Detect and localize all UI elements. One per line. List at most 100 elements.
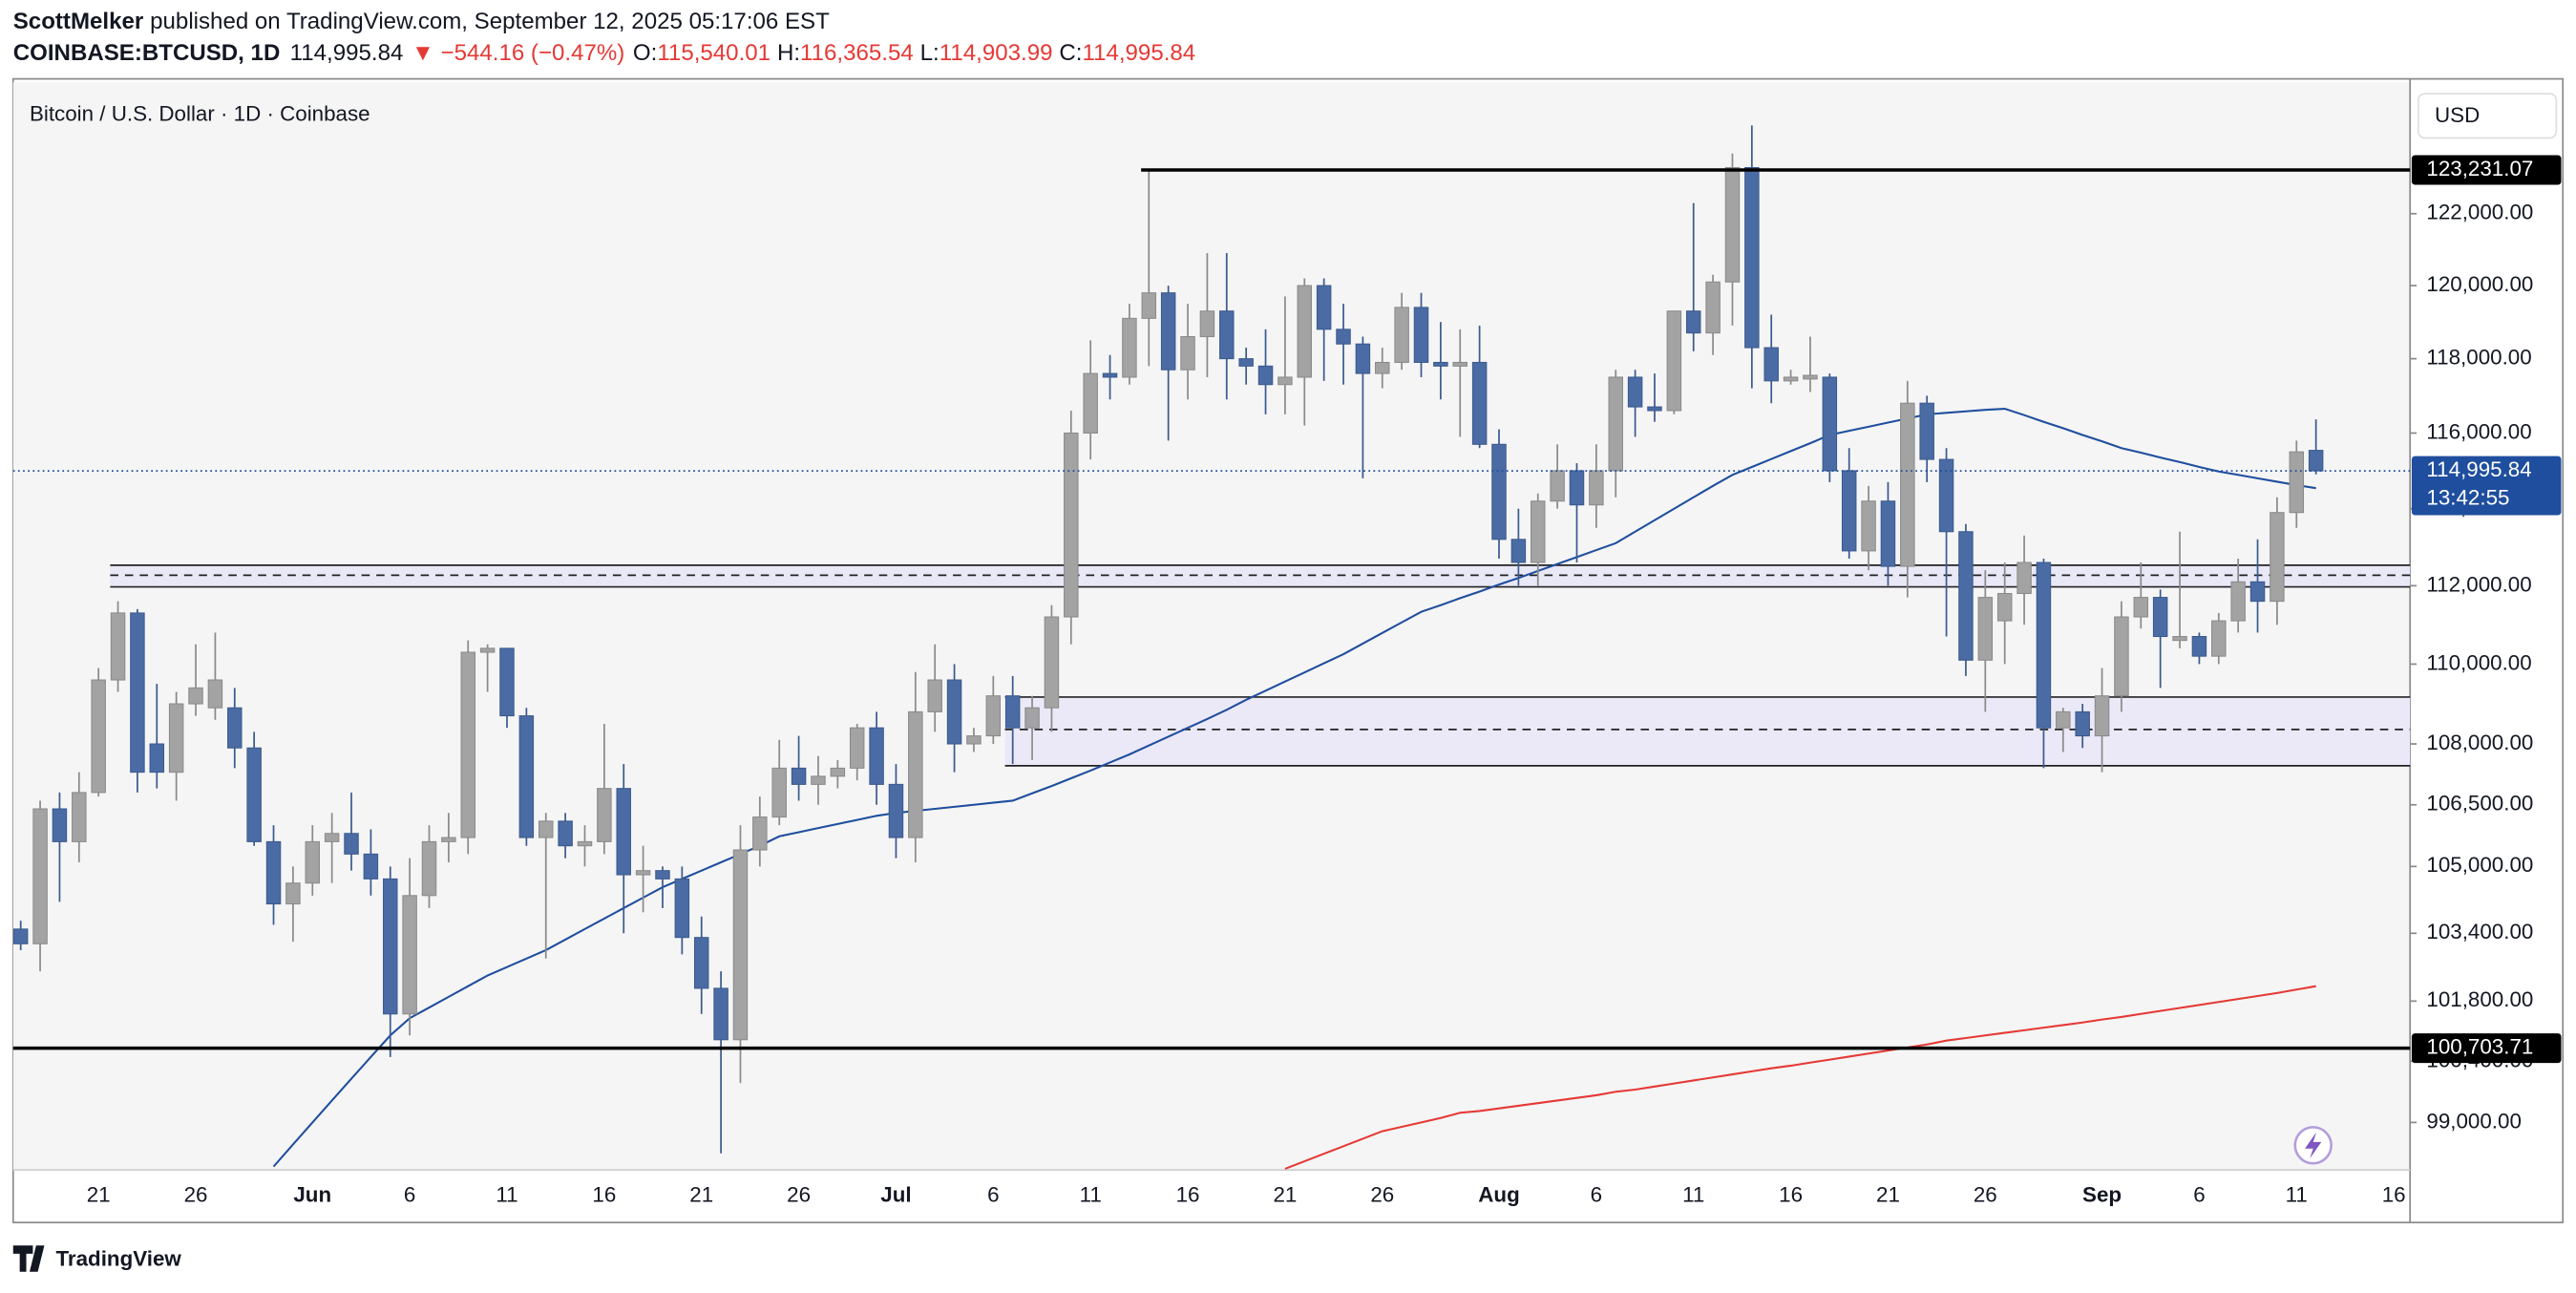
x-tick-label: 16 bbox=[2382, 1183, 2406, 1207]
candle-body bbox=[1141, 292, 1157, 319]
candle-body bbox=[344, 833, 359, 855]
candle-body bbox=[1958, 531, 1974, 661]
y-tick-label: 110,000.00 bbox=[2426, 650, 2531, 674]
candle-body bbox=[2172, 636, 2187, 642]
y-tick-label: 105,000.00 bbox=[2426, 853, 2533, 877]
candle-body bbox=[1919, 402, 1934, 460]
candle-body bbox=[168, 703, 184, 774]
candle-body bbox=[558, 820, 573, 847]
candle-body bbox=[1841, 470, 1857, 552]
candle-body bbox=[752, 816, 768, 851]
x-tick-label: 21 bbox=[1876, 1183, 1900, 1207]
candle-body bbox=[849, 727, 865, 769]
ohlc-value: 114,903.99 bbox=[940, 40, 1053, 66]
currency-box[interactable] bbox=[2417, 93, 2558, 139]
change: ▼ −544.16 (−0.47%) bbox=[412, 40, 624, 66]
candle-body bbox=[265, 840, 282, 905]
candle-body bbox=[1938, 458, 1954, 533]
moving-average bbox=[272, 407, 2316, 1168]
x-tick-label: 21 bbox=[87, 1183, 111, 1207]
candle-body bbox=[32, 808, 48, 944]
candle-body bbox=[1336, 329, 1351, 345]
x-tick-label: Aug bbox=[1478, 1183, 1519, 1207]
y-tick-label: 99,000.00 bbox=[2426, 1109, 2521, 1133]
candle-body bbox=[518, 715, 535, 838]
candle-body bbox=[1491, 443, 1507, 541]
ohlc-key: L: bbox=[920, 40, 940, 66]
candle-body bbox=[383, 878, 398, 1015]
candle-body bbox=[1763, 347, 1779, 382]
candle-body bbox=[927, 679, 942, 712]
candle-body bbox=[597, 788, 612, 842]
candle-body bbox=[577, 840, 593, 847]
candle-body bbox=[1589, 470, 1604, 506]
level-label: 123,231.07 bbox=[2426, 157, 2533, 180]
x-tick-label: 26 bbox=[787, 1183, 811, 1207]
x-tick-label: 6 bbox=[2193, 1183, 2205, 1207]
candle-body bbox=[1550, 470, 1565, 502]
candle-body bbox=[1024, 707, 1040, 729]
candle-body bbox=[713, 987, 728, 1041]
candle-body bbox=[324, 833, 340, 842]
x-tick-label: 6 bbox=[987, 1183, 999, 1207]
logo-mark bbox=[12, 1245, 45, 1272]
y-tick-label: 103,400.00 bbox=[2426, 920, 2533, 943]
pane-title: Bitcoin / U.S. Dollar · 1D · Coinbase bbox=[30, 101, 370, 125]
x-tick-label: 6 bbox=[404, 1183, 415, 1207]
candle-body bbox=[1510, 539, 1527, 563]
candle-body bbox=[2230, 581, 2246, 622]
x-tick-label: 16 bbox=[1779, 1183, 1803, 1207]
candle-body bbox=[1102, 372, 1118, 378]
ohlc-value: 116,365.54 bbox=[800, 40, 914, 66]
assistant-bolt bbox=[2305, 1132, 2322, 1159]
candle-body bbox=[966, 735, 982, 745]
y-tick-label: 120,000.00 bbox=[2426, 272, 2533, 296]
axes: 99,000.00100,400.00101,800.00103,400.001… bbox=[87, 155, 2562, 1207]
countdown: 13:42:55 bbox=[2426, 485, 2509, 509]
ohlc-key: H: bbox=[777, 40, 800, 66]
x-tick-label: 11 bbox=[496, 1183, 517, 1207]
candle-body bbox=[791, 767, 807, 785]
level-tag bbox=[2411, 155, 2562, 185]
candle-body bbox=[188, 687, 203, 705]
brand: TradingView bbox=[56, 1247, 182, 1271]
candle-body bbox=[1044, 616, 1060, 709]
y-tick-label: 108,000.00 bbox=[2426, 731, 2533, 754]
candle-body bbox=[499, 647, 515, 717]
level-label: 100,703.71 bbox=[2426, 1035, 2533, 1059]
zone bbox=[110, 564, 2411, 587]
symbol: COINBASE:BTCUSD, 1D bbox=[13, 40, 281, 66]
candle-body bbox=[460, 651, 475, 838]
candle-body bbox=[1316, 285, 1332, 330]
candle-body bbox=[363, 853, 379, 880]
candle-body bbox=[1277, 376, 1293, 386]
candle-body bbox=[1608, 376, 1623, 472]
candle-body bbox=[1822, 376, 1838, 472]
candle-body bbox=[830, 767, 846, 777]
candle-body bbox=[1083, 372, 1098, 435]
candle-body bbox=[1433, 361, 1448, 367]
candle-body bbox=[1724, 166, 1741, 283]
last-price-tag bbox=[2411, 456, 2562, 516]
candle-body bbox=[1861, 500, 1876, 552]
x-tick-label: 11 bbox=[1080, 1183, 1102, 1207]
candle-body bbox=[1004, 695, 1021, 729]
candle-body bbox=[1569, 470, 1585, 506]
y-tick-label: 122,000.00 bbox=[2426, 201, 2533, 224]
candle-body bbox=[655, 870, 670, 880]
published: published on TradingView.com, September … bbox=[150, 9, 830, 34]
candle-body bbox=[72, 792, 87, 842]
last-price-label: 114,995.84 bbox=[2426, 457, 2531, 481]
zone bbox=[1004, 696, 2411, 766]
candle-body bbox=[2036, 562, 2052, 729]
level-tag bbox=[2411, 1033, 2562, 1064]
publisher: ScottMelker bbox=[13, 9, 144, 34]
moving-average bbox=[1284, 985, 2316, 1170]
x-tick-label: 11 bbox=[2286, 1183, 2308, 1207]
y-tick-label: 101,800.00 bbox=[2426, 987, 2533, 1011]
candle-body bbox=[1160, 292, 1176, 371]
candle-body bbox=[1355, 343, 1371, 374]
last: 114,995.84 bbox=[290, 40, 404, 66]
candle-body bbox=[1452, 361, 1467, 367]
